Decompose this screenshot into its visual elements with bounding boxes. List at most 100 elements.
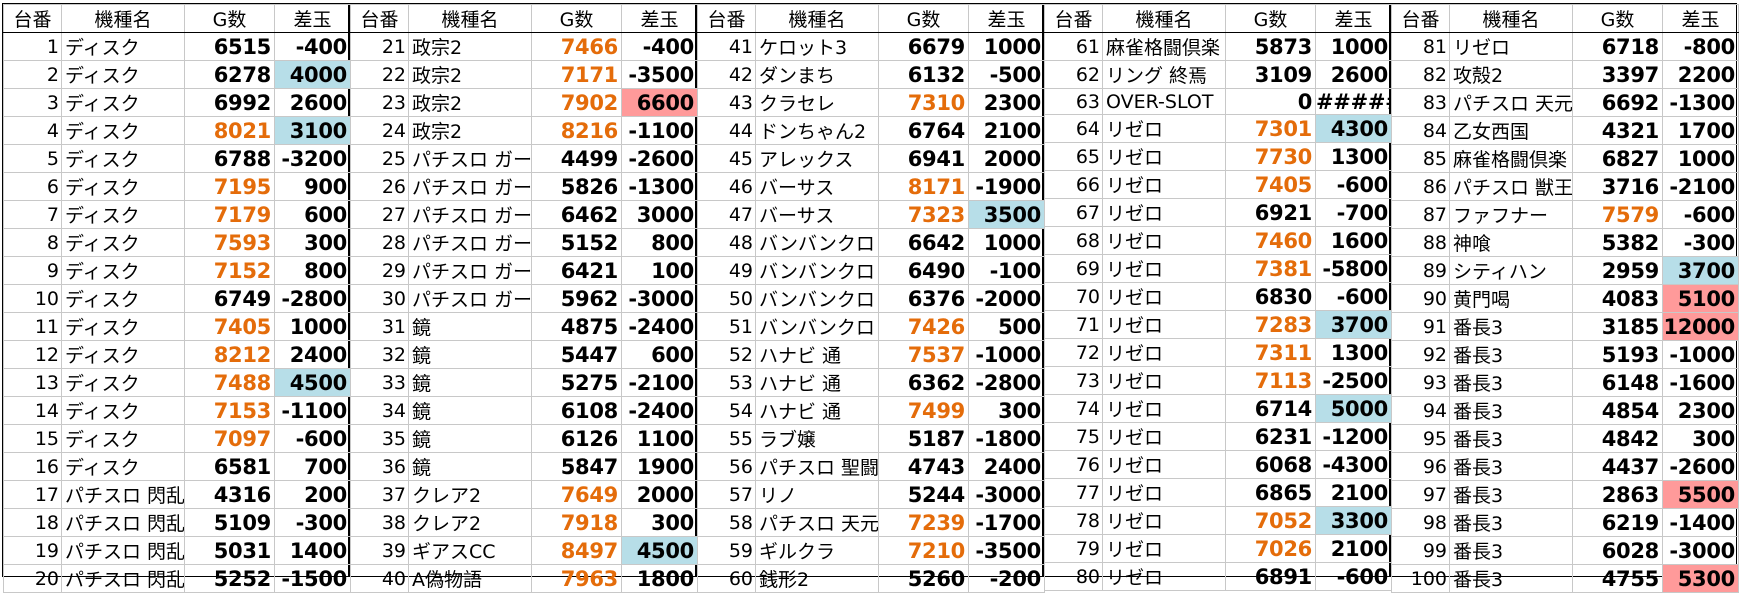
difference-cell[interactable]: -100 <box>968 256 1045 285</box>
machine-number-cell[interactable]: 70 <box>1044 282 1103 311</box>
machine-name-cell[interactable]: リング 終焉 <box>1102 60 1226 89</box>
difference-cell[interactable]: 2300 <box>968 88 1045 117</box>
games-cell[interactable]: 5275 <box>531 368 622 397</box>
machine-number-cell[interactable]: 95 <box>1391 424 1450 453</box>
games-cell[interactable]: 7239 <box>878 508 969 537</box>
difference-cell[interactable]: -300 <box>274 508 351 537</box>
games-cell[interactable]: 6231 <box>1225 422 1316 451</box>
difference-cell[interactable]: -1000 <box>1662 340 1739 369</box>
machine-number-cell[interactable]: 20 <box>3 564 62 593</box>
machine-name-cell[interactable]: ディスク <box>61 284 185 313</box>
machine-name-cell[interactable]: ギルクラ <box>755 536 879 565</box>
games-cell[interactable]: 7323 <box>878 200 969 229</box>
machine-name-cell[interactable]: パチスロ 閃乱 <box>61 480 185 509</box>
machine-name-cell[interactable]: バーサス <box>755 172 879 201</box>
machine-name-cell[interactable]: リゼロ <box>1102 310 1226 339</box>
machine-name-cell[interactable]: 番長3 <box>1449 452 1573 481</box>
machine-number-cell[interactable]: 96 <box>1391 452 1450 481</box>
machine-number-cell[interactable]: 94 <box>1391 396 1450 425</box>
games-cell[interactable]: 3185 <box>1572 312 1663 341</box>
machine-number-cell[interactable]: 47 <box>697 200 756 229</box>
machine-number-cell[interactable]: 6 <box>3 172 62 201</box>
machine-name-cell[interactable]: ディスク <box>61 228 185 257</box>
games-cell[interactable]: 7593 <box>184 228 275 257</box>
machine-name-cell[interactable]: リゼロ <box>1102 422 1226 451</box>
difference-cell[interactable]: 3100 <box>274 116 351 145</box>
machine-number-cell[interactable]: 24 <box>350 116 409 145</box>
difference-cell[interactable]: 500 <box>968 312 1045 341</box>
machine-number-cell[interactable]: 85 <box>1391 144 1450 173</box>
machine-number-cell[interactable]: 35 <box>350 424 409 453</box>
machine-name-cell[interactable]: パチスロ ガー <box>408 144 532 173</box>
games-cell[interactable]: 6219 <box>1572 508 1663 537</box>
difference-cell[interactable]: 12000 <box>1662 312 1739 341</box>
difference-cell[interactable]: 2100 <box>1315 478 1392 507</box>
machine-name-cell[interactable]: 乙女西国 <box>1449 116 1573 145</box>
difference-cell[interactable]: 3300 <box>1315 506 1392 535</box>
machine-number-cell[interactable]: 53 <box>697 368 756 397</box>
machine-number-cell[interactable]: 21 <box>350 32 409 61</box>
games-cell[interactable]: 7026 <box>1225 534 1316 563</box>
header-games[interactable]: G数 <box>184 4 275 33</box>
machine-name-cell[interactable]: ギアスCC <box>408 536 532 565</box>
games-cell[interactable]: 5826 <box>531 172 622 201</box>
machine-name-cell[interactable]: ディスク <box>61 368 185 397</box>
machine-number-cell[interactable]: 27 <box>350 200 409 229</box>
machine-number-cell[interactable]: 76 <box>1044 450 1103 479</box>
machine-number-cell[interactable]: 10 <box>3 284 62 313</box>
games-cell[interactable]: 6830 <box>1225 282 1316 311</box>
difference-cell[interactable]: 100 <box>621 256 698 285</box>
machine-number-cell[interactable]: 19 <box>3 536 62 565</box>
machine-number-cell[interactable]: 51 <box>697 312 756 341</box>
games-cell[interactable]: 6865 <box>1225 478 1316 507</box>
machine-number-cell[interactable]: 5 <box>3 144 62 173</box>
machine-name-cell[interactable]: リゼロ <box>1102 534 1226 563</box>
machine-number-cell[interactable]: 30 <box>350 284 409 313</box>
difference-cell[interactable]: 2100 <box>968 116 1045 145</box>
difference-cell[interactable]: 4500 <box>274 368 351 397</box>
header-machine-name[interactable]: 機種名 <box>755 4 879 33</box>
games-cell[interactable]: 6921 <box>1225 198 1316 227</box>
machine-name-cell[interactable]: パチスロ ガー <box>408 228 532 257</box>
difference-cell[interactable]: 2400 <box>968 452 1045 481</box>
machine-number-cell[interactable]: 79 <box>1044 534 1103 563</box>
machine-name-cell[interactable]: リゼロ <box>1102 478 1226 507</box>
difference-cell[interactable]: 4500 <box>621 536 698 565</box>
machine-name-cell[interactable]: ファフナー <box>1449 200 1573 229</box>
games-cell[interactable]: 5260 <box>878 564 969 593</box>
difference-cell[interactable]: 4300 <box>1315 114 1392 143</box>
games-cell[interactable]: 5109 <box>184 508 275 537</box>
difference-cell[interactable]: 2400 <box>274 340 351 369</box>
machine-number-cell[interactable]: 100 <box>1391 564 1450 593</box>
games-cell[interactable]: 7283 <box>1225 310 1316 339</box>
games-cell[interactable]: 4875 <box>531 312 622 341</box>
machine-number-cell[interactable]: 48 <box>697 228 756 257</box>
header-games[interactable]: G数 <box>1225 4 1316 33</box>
games-cell[interactable]: 4842 <box>1572 424 1663 453</box>
games-cell[interactable]: 6992 <box>184 88 275 117</box>
difference-cell[interactable]: 800 <box>274 256 351 285</box>
games-cell[interactable]: 6749 <box>184 284 275 313</box>
difference-cell[interactable]: -200 <box>968 564 1045 593</box>
difference-cell[interactable]: 200 <box>274 480 351 509</box>
difference-cell[interactable]: 300 <box>968 396 1045 425</box>
header-machine-number[interactable]: 台番 <box>350 4 409 33</box>
machine-number-cell[interactable]: 82 <box>1391 60 1450 89</box>
machine-number-cell[interactable]: 14 <box>3 396 62 425</box>
difference-cell[interactable]: 5000 <box>1315 394 1392 423</box>
machine-name-cell[interactable]: クレア2 <box>408 480 532 509</box>
games-cell[interactable]: 6028 <box>1572 536 1663 565</box>
machine-name-cell[interactable]: リゼロ <box>1102 366 1226 395</box>
games-cell[interactable]: 4854 <box>1572 396 1663 425</box>
games-cell[interactable]: 7097 <box>184 424 275 453</box>
machine-number-cell[interactable]: 64 <box>1044 114 1103 143</box>
difference-cell[interactable]: 2100 <box>1315 534 1392 563</box>
machine-name-cell[interactable]: 鏡 <box>408 312 532 341</box>
machine-name-cell[interactable]: バンバンクロ <box>755 284 879 313</box>
difference-cell[interactable]: -2600 <box>621 144 698 173</box>
difference-cell[interactable]: -3200 <box>274 144 351 173</box>
machine-name-cell[interactable]: 政宗2 <box>408 116 532 145</box>
difference-cell[interactable]: 5500 <box>1662 480 1739 509</box>
games-cell[interactable]: 7579 <box>1572 200 1663 229</box>
games-cell[interactable]: 7730 <box>1225 142 1316 171</box>
